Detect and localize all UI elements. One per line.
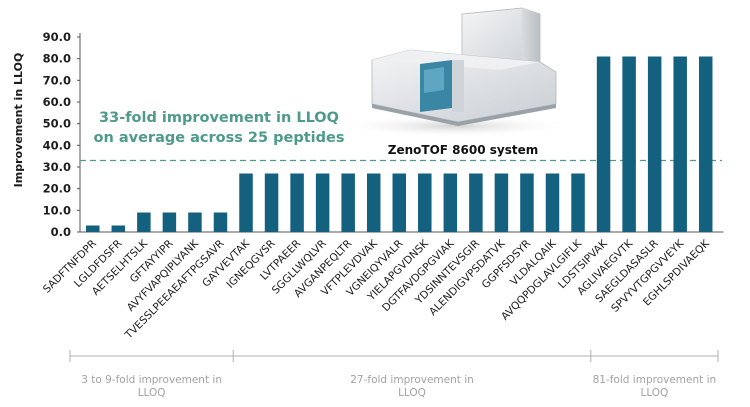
group-label-line-1: 3 to 9-fold improvement in bbox=[81, 374, 222, 386]
group-label-line-2: LLOQ bbox=[640, 387, 668, 399]
bar bbox=[622, 56, 636, 232]
instrument-stand bbox=[452, 60, 464, 112]
y-tick-label: 20.0 bbox=[43, 182, 71, 196]
y-tick-label: 60.0 bbox=[43, 95, 71, 109]
bar bbox=[443, 173, 458, 232]
bar bbox=[673, 56, 687, 232]
bar bbox=[469, 173, 483, 232]
bar bbox=[341, 173, 355, 232]
group-label-line-2: LLOQ bbox=[138, 387, 166, 399]
instrument-base-stripe bbox=[372, 104, 556, 126]
bar bbox=[188, 212, 202, 232]
annotation-line-2: on average across 25 peptides bbox=[94, 130, 345, 146]
y-tick-label: 70.0 bbox=[43, 73, 71, 87]
bar bbox=[315, 173, 330, 232]
y-tick-label: 10.0 bbox=[43, 203, 71, 217]
group-label-line-1: 81-fold improvement in bbox=[593, 374, 717, 386]
bar bbox=[418, 173, 432, 232]
y-axis-label: Improvement in LLOQ bbox=[12, 53, 25, 188]
bar bbox=[392, 173, 406, 232]
bar bbox=[213, 212, 228, 232]
bar bbox=[545, 173, 560, 232]
bar bbox=[137, 212, 151, 232]
y-axis: 0.0 10.0 20.0 30.0 40.0 50.0 60.0 70.0 80.0 90.0 bbox=[43, 30, 724, 239]
y-tick-label: 50.0 bbox=[43, 117, 71, 131]
y-tick-label: 90.0 bbox=[43, 30, 71, 44]
y-tick-label: 30.0 bbox=[43, 160, 71, 174]
instrument-tower-side bbox=[522, 8, 540, 74]
instrument-illustration bbox=[335, 7, 575, 137]
annotation-line-1: 33-fold improvement in LLOQ bbox=[99, 110, 339, 126]
product-caption: ZenoTOF 8600 system bbox=[388, 143, 538, 157]
group-label-line-2: LLOQ bbox=[398, 387, 426, 399]
y-tick-label: 0.0 bbox=[51, 225, 71, 239]
bar bbox=[494, 173, 509, 232]
bar bbox=[290, 173, 304, 232]
bar bbox=[111, 225, 126, 232]
bar bbox=[698, 56, 713, 232]
bar bbox=[647, 56, 662, 232]
group-label-line-1: 27-fold improvement in bbox=[350, 374, 474, 386]
category-labels-group: SADFTNFDPRLGLDFDSFRAETSELHTSLKGFTAYYIPRA… bbox=[41, 237, 713, 342]
bar bbox=[366, 173, 381, 232]
bar bbox=[239, 173, 253, 232]
instrument-shadow bbox=[335, 115, 575, 137]
y-tick-label: 80.0 bbox=[43, 52, 71, 66]
bars-group bbox=[86, 56, 713, 232]
y-tick-label: 40.0 bbox=[43, 138, 71, 152]
bar bbox=[571, 173, 585, 232]
instrument-front-highlight bbox=[424, 67, 444, 93]
bar bbox=[596, 56, 611, 232]
bar bbox=[162, 212, 177, 232]
bar bbox=[520, 173, 534, 232]
bar bbox=[264, 173, 279, 232]
bar bbox=[86, 225, 100, 232]
